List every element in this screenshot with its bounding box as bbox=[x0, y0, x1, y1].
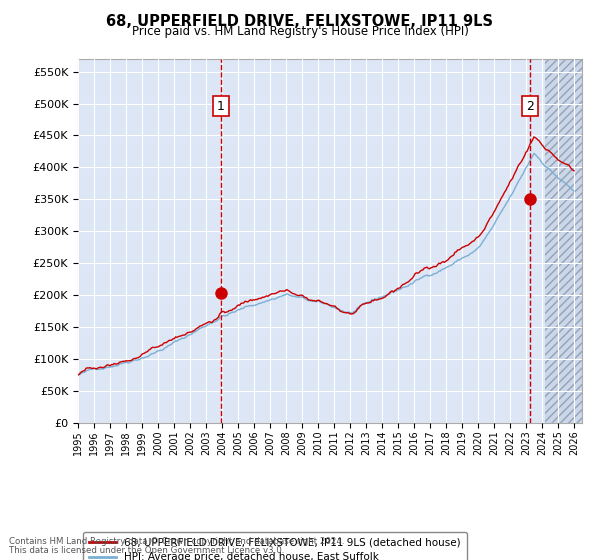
Legend: 68, UPPERFIELD DRIVE, FELIXSTOWE, IP11 9LS (detached house), HPI: Average price,: 68, UPPERFIELD DRIVE, FELIXSTOWE, IP11 9… bbox=[83, 532, 467, 560]
Text: Contains HM Land Registry data © Crown copyright and database right 2024.: Contains HM Land Registry data © Crown c… bbox=[9, 538, 344, 547]
Text: This data is licensed under the Open Government Licence v3.0.: This data is licensed under the Open Gov… bbox=[9, 547, 284, 556]
Text: 68, UPPERFIELD DRIVE, FELIXSTOWE, IP11 9LS: 68, UPPERFIELD DRIVE, FELIXSTOWE, IP11 9… bbox=[107, 14, 493, 29]
Text: Price paid vs. HM Land Registry's House Price Index (HPI): Price paid vs. HM Land Registry's House … bbox=[131, 25, 469, 38]
Text: 2: 2 bbox=[526, 100, 534, 113]
Text: 1: 1 bbox=[217, 100, 225, 113]
Bar bbox=[545, 59, 582, 423]
